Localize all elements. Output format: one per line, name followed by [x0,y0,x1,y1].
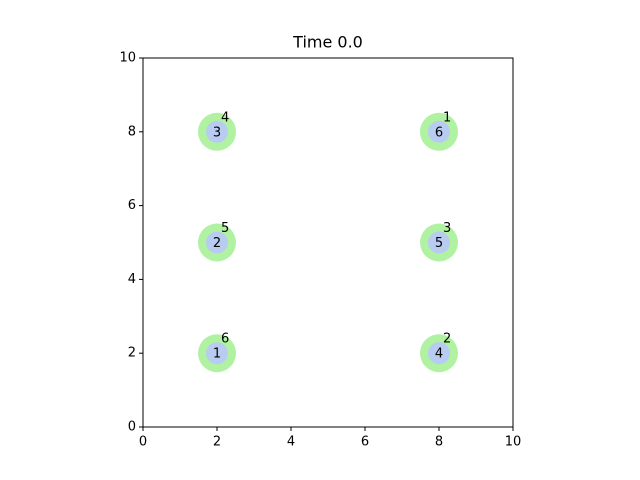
y-tick-label: 6 [128,198,136,213]
point [428,342,450,365]
y-tick-label: 2 [128,346,136,361]
point-label: 1 [213,347,221,362]
y-tick-label: 10 [119,51,136,66]
point-label: 6 [221,332,229,347]
point-label: 4 [221,110,229,125]
point-label: 4 [435,347,443,362]
x-tick-label: 4 [287,435,295,450]
point-label: 3 [213,125,221,140]
x-tick-label: 10 [505,435,522,450]
chart-title: Time 0.0 [292,33,363,52]
y-tick-label: 4 [128,272,136,287]
point [428,231,450,254]
point-label: 5 [435,236,443,251]
point-label: 5 [221,221,229,236]
plot-frame [142,57,514,428]
point-label: 2 [443,332,451,347]
point-label: 2 [213,236,221,251]
point [206,231,228,254]
y-tick-label: 8 [128,124,136,139]
point-label: 3 [443,221,451,236]
x-tick-label: 0 [139,435,147,450]
x-tick-label: 2 [213,435,221,450]
y-tick-label: 0 [128,420,136,435]
point [206,342,228,365]
point-label: 6 [435,125,443,140]
x-tick-label: 6 [361,435,369,450]
x-tick-label: 8 [435,435,443,450]
point [428,120,450,143]
point [206,120,228,143]
point-label: 1 [443,110,451,125]
